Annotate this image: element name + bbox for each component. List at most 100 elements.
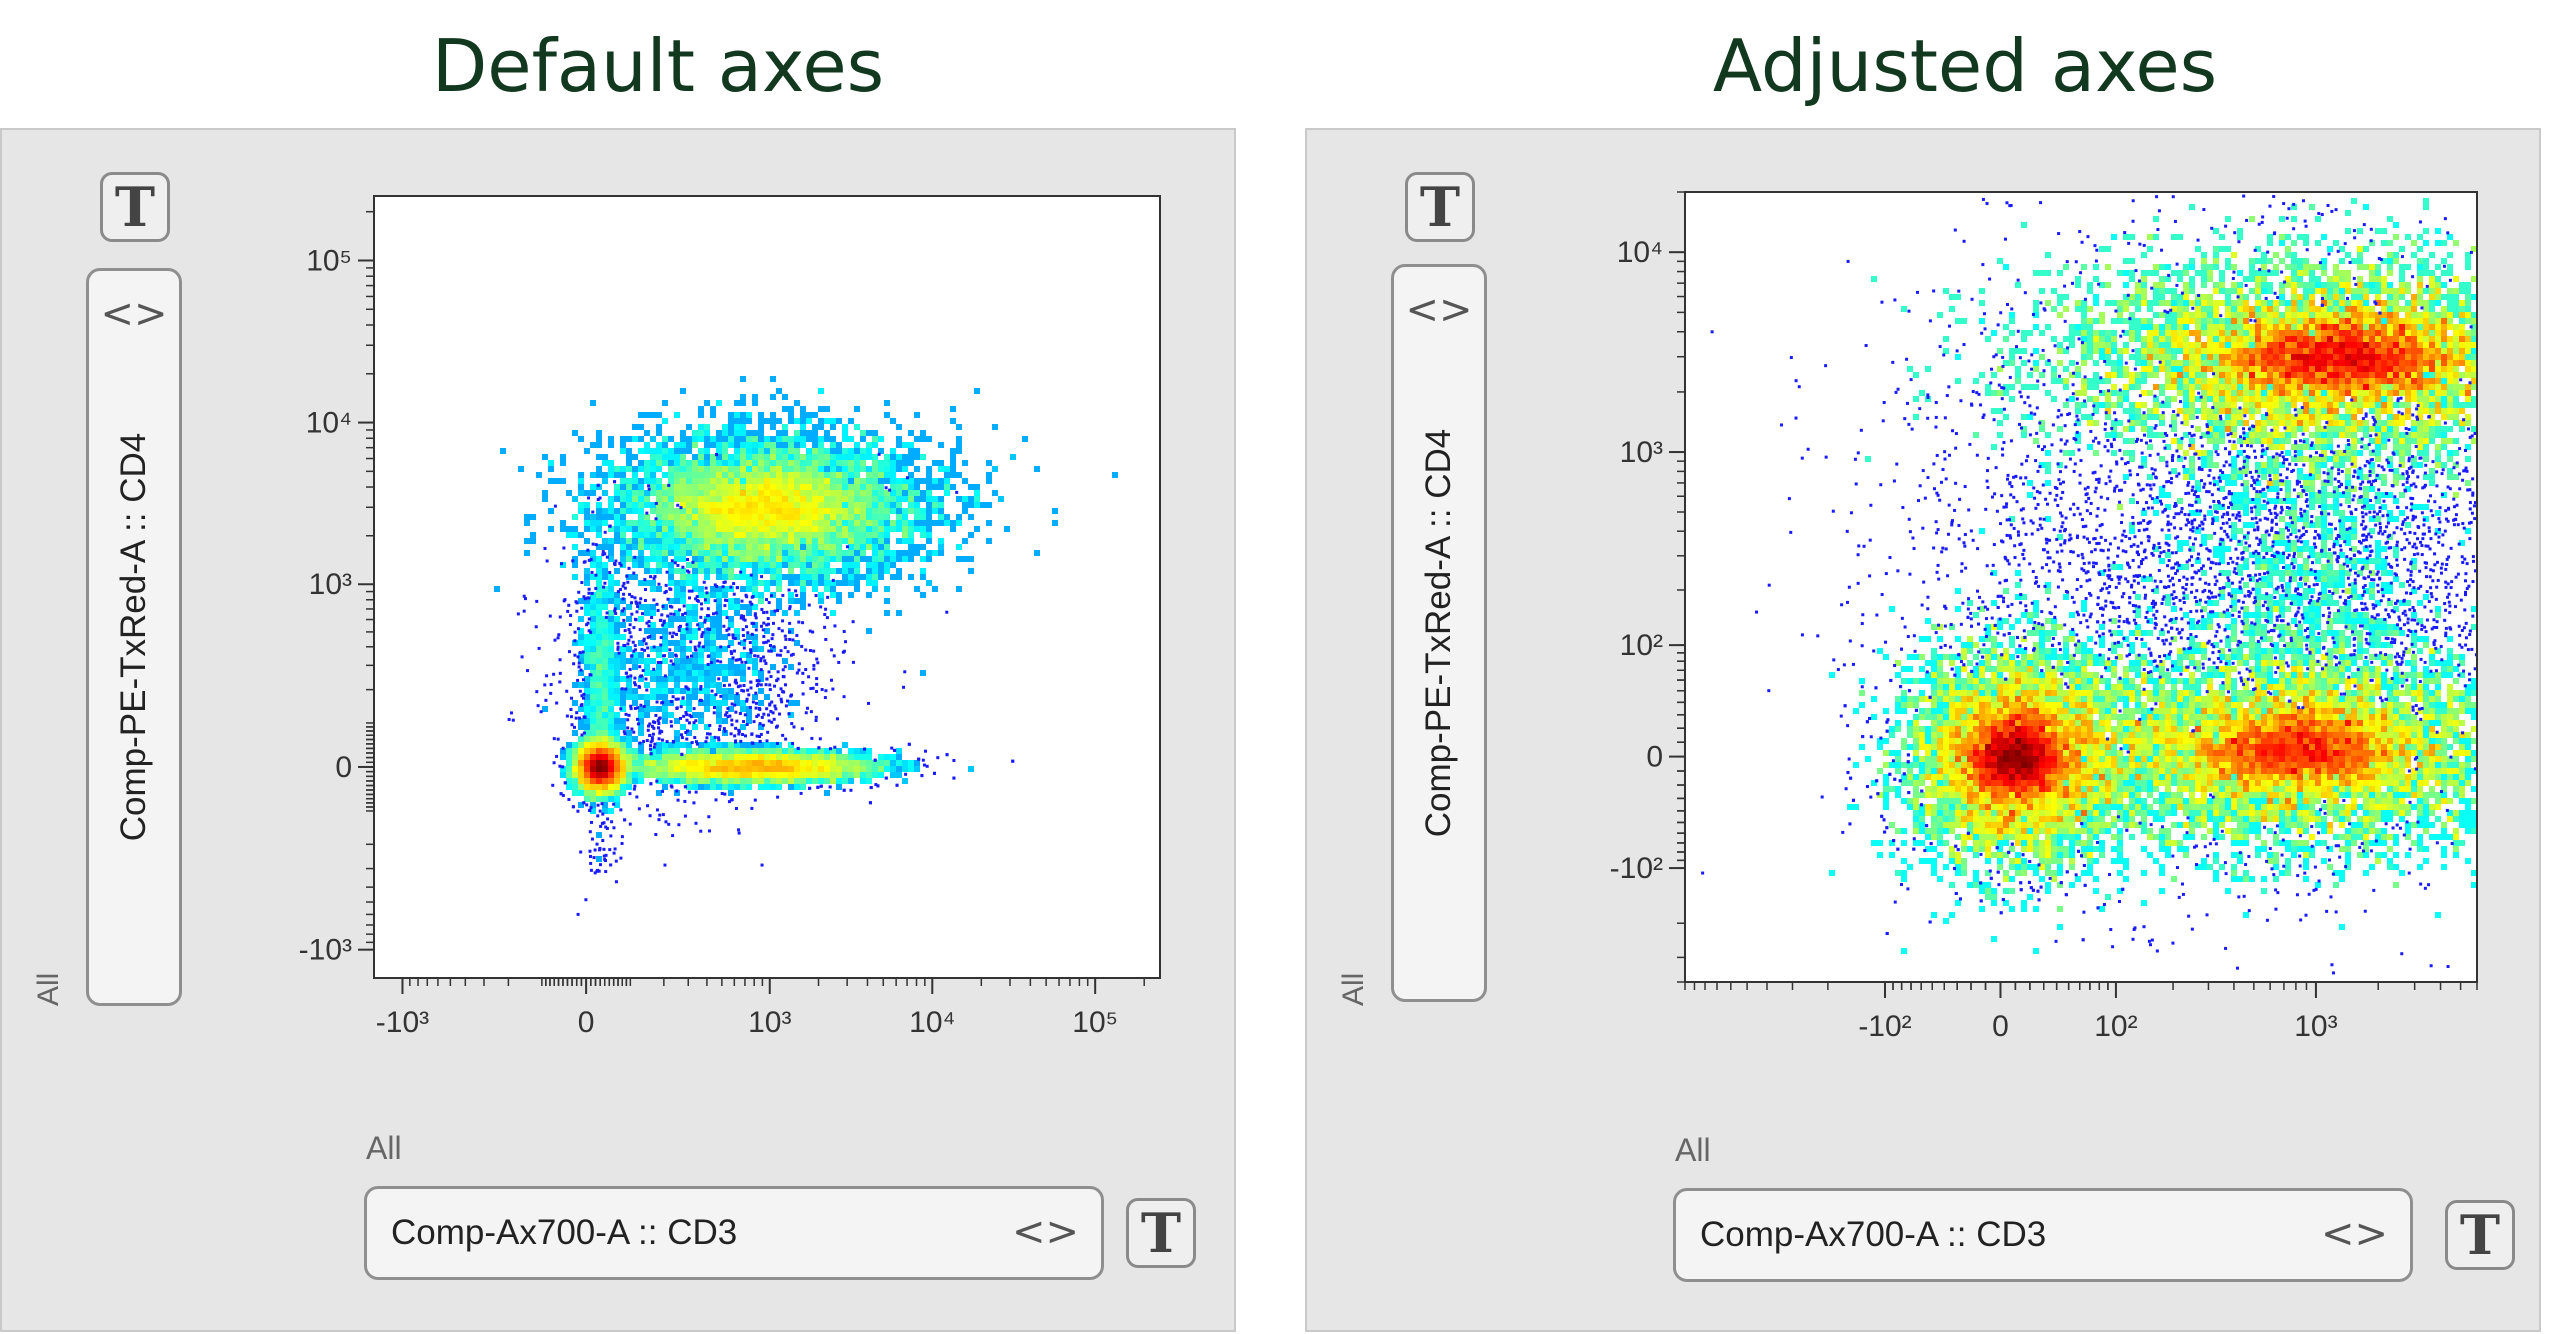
density-cell xyxy=(692,442,698,448)
density-cell xyxy=(578,760,584,766)
density-cell xyxy=(2357,354,2363,360)
text-format-button-x[interactable]: T xyxy=(1126,1198,1196,1268)
density-cell xyxy=(2237,312,2243,318)
density-cell xyxy=(794,598,800,604)
density-cell xyxy=(2321,288,2327,294)
density-cell xyxy=(2243,408,2249,414)
density-cell xyxy=(758,580,764,586)
density-cell xyxy=(2225,408,2231,414)
density-cell xyxy=(2321,378,2327,384)
data-point xyxy=(807,675,811,679)
density-cell xyxy=(680,460,686,466)
density-cell xyxy=(974,484,980,490)
text-format-button-y[interactable]: T xyxy=(100,172,170,242)
density-cell xyxy=(764,784,770,790)
density-cell xyxy=(2309,390,2315,396)
density-cell xyxy=(716,436,722,442)
density-cell xyxy=(620,466,626,472)
density-cell xyxy=(578,490,584,496)
data-point xyxy=(647,624,651,628)
data-point xyxy=(699,685,703,689)
data-point xyxy=(791,638,795,642)
density-cell xyxy=(584,790,590,796)
density-cell xyxy=(596,598,602,604)
data-point xyxy=(652,726,656,730)
density-cell xyxy=(2309,204,2315,210)
density-cell xyxy=(2435,294,2441,300)
density-cell xyxy=(680,448,686,454)
x-axis-selector[interactable]: Comp-Ax700-A :: CD3 <> xyxy=(364,1186,1104,1280)
density-cell xyxy=(638,424,644,430)
density-cell xyxy=(650,610,656,616)
density-cell xyxy=(662,778,668,784)
data-point xyxy=(577,661,581,665)
y-axis-selector[interactable]: <> Comp-PE-TxRed-A :: CD4 xyxy=(86,268,182,1006)
data-point xyxy=(643,578,647,582)
x-tick-label: 10⁵ xyxy=(1072,1006,1118,1039)
density-cell xyxy=(842,778,848,784)
density-cell xyxy=(2315,288,2321,294)
density-cell xyxy=(2153,402,2159,408)
density-cell xyxy=(698,784,704,790)
density-cell xyxy=(2459,372,2465,378)
density-cell xyxy=(2465,354,2471,360)
density-cell xyxy=(578,478,584,484)
density-cell xyxy=(896,550,902,556)
density-cell xyxy=(2267,390,2273,396)
density-cell xyxy=(2273,372,2279,378)
density-cell xyxy=(2279,372,2285,378)
density-cell xyxy=(2003,264,2009,270)
density-cell xyxy=(584,682,590,688)
density-cell xyxy=(818,526,824,532)
density-cell xyxy=(776,496,782,502)
data-point xyxy=(632,730,636,734)
density-cell xyxy=(2111,390,2117,396)
density-cell xyxy=(2141,360,2147,366)
density-cell xyxy=(2303,288,2309,294)
density-cell xyxy=(770,778,776,784)
text-format-button-y[interactable]: T xyxy=(1405,172,1475,242)
density-cell xyxy=(872,436,878,442)
density-cell xyxy=(788,754,794,760)
data-point xyxy=(749,686,753,690)
density-cell xyxy=(2315,282,2321,288)
density-cell xyxy=(2327,360,2333,366)
data-point xyxy=(771,711,775,715)
data-point xyxy=(558,671,562,675)
data-point xyxy=(660,730,664,734)
density-cell xyxy=(902,490,908,496)
density-cell xyxy=(2279,390,2285,396)
data-point xyxy=(625,574,629,578)
density-cell xyxy=(782,484,788,490)
density-cell xyxy=(704,508,710,514)
density-cell xyxy=(644,478,650,484)
density-cell xyxy=(2249,378,2255,384)
density-cell xyxy=(2219,300,2225,306)
data-point xyxy=(884,776,888,780)
density-cell xyxy=(2183,402,2189,408)
density-cell xyxy=(2159,324,2165,330)
density-cell xyxy=(2285,348,2291,354)
density-cell xyxy=(698,430,704,436)
density-cell xyxy=(812,442,818,448)
density-cell xyxy=(686,574,692,580)
density-cell xyxy=(686,610,692,616)
density-cell xyxy=(560,454,566,460)
y-axis-selector[interactable]: <> Comp-PE-TxRed-A :: CD4 xyxy=(1391,264,1487,1002)
data-point xyxy=(622,618,626,622)
density-cell xyxy=(584,676,590,682)
density-cell xyxy=(2417,384,2423,390)
density-cell xyxy=(578,652,584,658)
density-cell xyxy=(806,748,812,754)
density-cell xyxy=(2147,234,2153,240)
density-cell xyxy=(2321,402,2327,408)
density-cell xyxy=(698,778,704,784)
data-point xyxy=(756,682,760,686)
density-cell xyxy=(692,526,698,532)
density-cell xyxy=(710,766,716,772)
data-point xyxy=(642,705,646,709)
data-point xyxy=(712,612,716,616)
density-cell xyxy=(2351,330,2357,336)
density-cell xyxy=(692,784,698,790)
density-cell xyxy=(2309,300,2315,306)
